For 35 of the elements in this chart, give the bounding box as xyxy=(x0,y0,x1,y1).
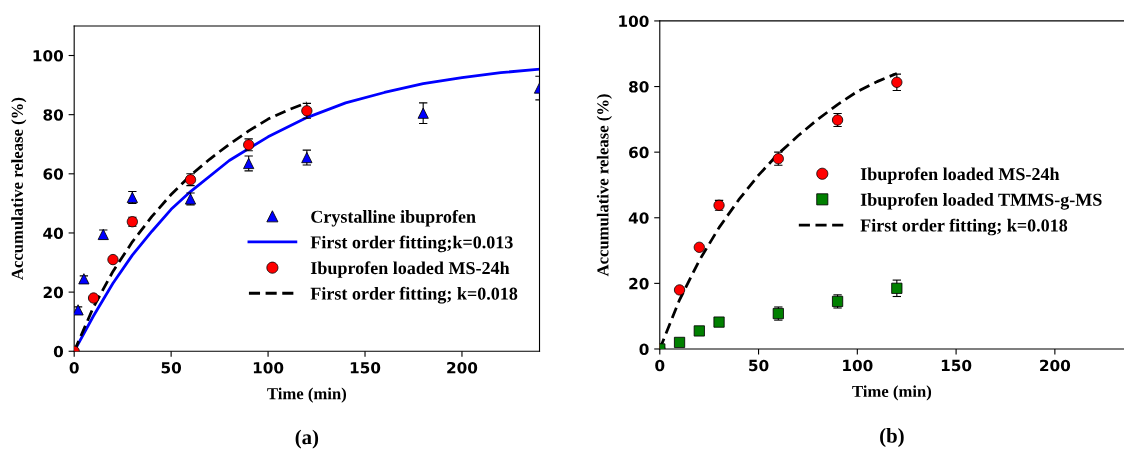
x-tick-label: 200 xyxy=(447,361,478,374)
x-tick-label: 150 xyxy=(350,361,381,374)
y-tick-label: 100 xyxy=(33,49,64,62)
x-tick-label: 0 xyxy=(69,361,79,374)
y-tick-label: 20 xyxy=(629,277,649,290)
x-tick-label: 50 xyxy=(749,359,769,372)
y-axis-title: Accumulative release (%) xyxy=(11,97,27,280)
legend-label: Crystalline ibuprofen xyxy=(311,209,476,227)
x-tick-label: 100 xyxy=(843,359,873,372)
y-tick-label: 20 xyxy=(43,286,64,299)
text: (b) xyxy=(880,428,904,448)
legend-label: Ibuprofen loaded MS-24h xyxy=(310,261,510,278)
x-tick-label: 100 xyxy=(253,361,284,374)
x-tick-label: 0 xyxy=(655,359,665,372)
legend-label: Ibuprofen loaded TMMS-g-MS xyxy=(860,192,1102,210)
y-tick-label: 60 xyxy=(43,168,64,180)
y-tick-label: 40 xyxy=(43,227,64,239)
x-tick-label: 150 xyxy=(941,359,972,372)
text: (a) xyxy=(295,429,319,449)
legend-label: First order fitting; k=0.018 xyxy=(860,218,1068,236)
y-tick-label: 40 xyxy=(628,212,649,224)
x-axis-title: Time (min) xyxy=(852,385,932,401)
x-tick-label: 50 xyxy=(161,361,182,374)
y-tick-label: 0 xyxy=(53,345,64,358)
y-tick-label: 60 xyxy=(629,146,649,159)
y-tick-label: 80 xyxy=(629,81,649,93)
x-tick-label: 200 xyxy=(1040,359,1071,372)
y-tick-label: 100 xyxy=(619,15,649,27)
legend-label: Ibuprofen loaded MS-24h xyxy=(860,167,1060,184)
legend-label: First order fitting; k=0.018 xyxy=(310,286,518,304)
y-tick-label: 0 xyxy=(639,343,649,356)
legend-label: First order fitting;k=0.013 xyxy=(310,235,513,253)
y-axis-title: Accumulative release (%) xyxy=(596,94,612,277)
x-axis-title: Time (min) xyxy=(267,387,347,403)
y-tick-label: 80 xyxy=(43,109,64,121)
